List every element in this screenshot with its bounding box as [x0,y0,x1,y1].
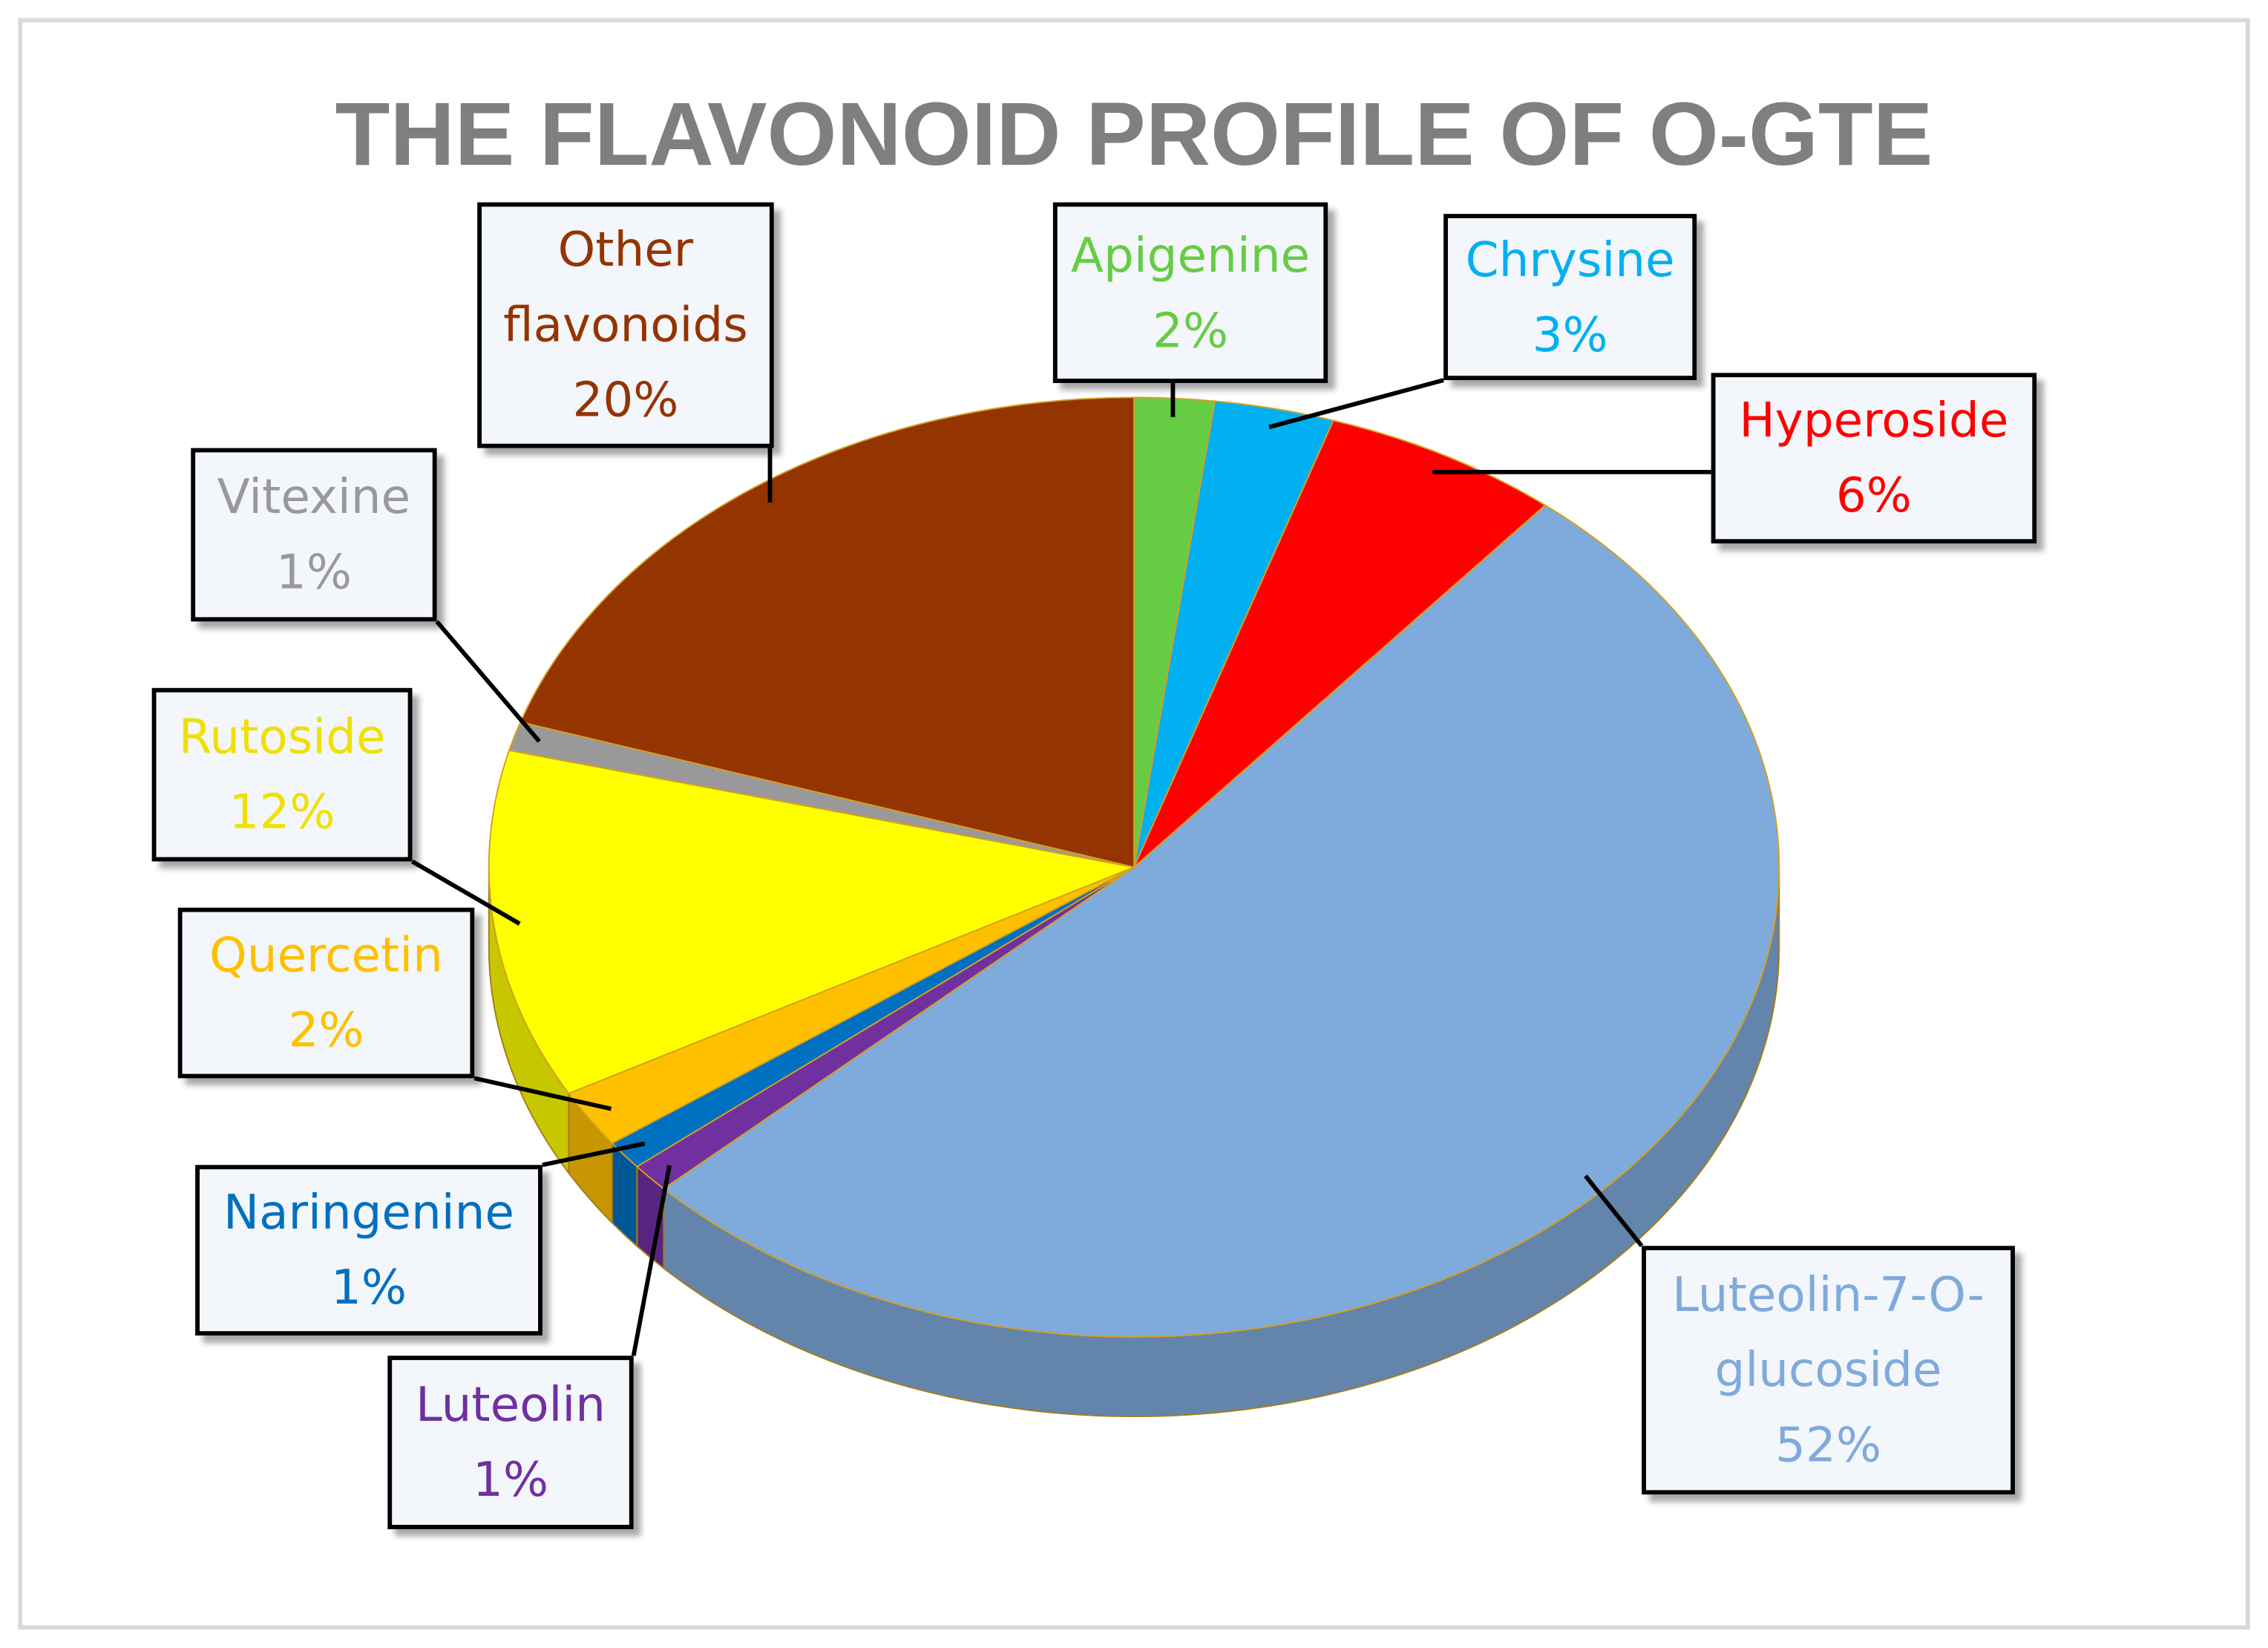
data-label: Hyperoside 6% [1711,373,2037,544]
category-label: Rutoside [178,708,386,765]
category-label: Chrysine [1465,230,1675,287]
category-label: Apigenine [1070,226,1311,283]
value-label: 2% [1152,301,1229,358]
value-label: 1% [330,1258,407,1315]
slice [662,504,1780,1338]
value-label: 20% [572,371,679,428]
leader-line [542,1141,646,1168]
data-label: Other flavonoids 20% [477,202,774,448]
value-label: 1% [472,1451,549,1508]
data-label: Naringenine 1% [195,1165,543,1336]
value-label: 6% [1835,466,1912,523]
slice [1133,419,1547,868]
value-label: 52% [1775,1416,1882,1473]
pie-top [488,396,1780,1338]
leader-line [1584,1174,1644,1248]
category-label: Vitexine [217,468,411,525]
data-label: Vitexine 1% [191,448,437,622]
chart-title: THE FLAVONOID PROFILE OF O-GTE [335,85,1933,186]
leader-line [1268,378,1444,430]
leader-line [435,620,541,743]
category-label: Naringenine [223,1183,514,1240]
leader-line [631,1165,672,1356]
value-label: 1% [275,543,352,601]
leader-line [410,859,521,926]
slice [488,749,1137,1095]
data-label: Rutoside 12% [151,687,413,862]
data-label: Quercetin 2% [177,907,475,1079]
data-label: Apigenine 2% [1052,202,1328,383]
category-label: Quercetin [209,926,443,983]
category-label: Luteolin-7-O-glucoside [1672,1266,1984,1398]
category-label: Luteolin [415,1376,606,1433]
data-label: Luteolin 1% [387,1356,634,1529]
category-label: Hyperoside [1739,391,2009,448]
data-label: Luteolin-7-O-glucoside 52% [1642,1246,2015,1495]
value-label: 12% [229,783,335,840]
value-label: 2% [288,1001,364,1059]
leader-line [473,1076,612,1111]
value-label: 3% [1532,305,1608,362]
data-label: Chrysine 3% [1443,214,1697,381]
slice [519,396,1135,869]
category-label: Other flavonoids [503,220,748,353]
